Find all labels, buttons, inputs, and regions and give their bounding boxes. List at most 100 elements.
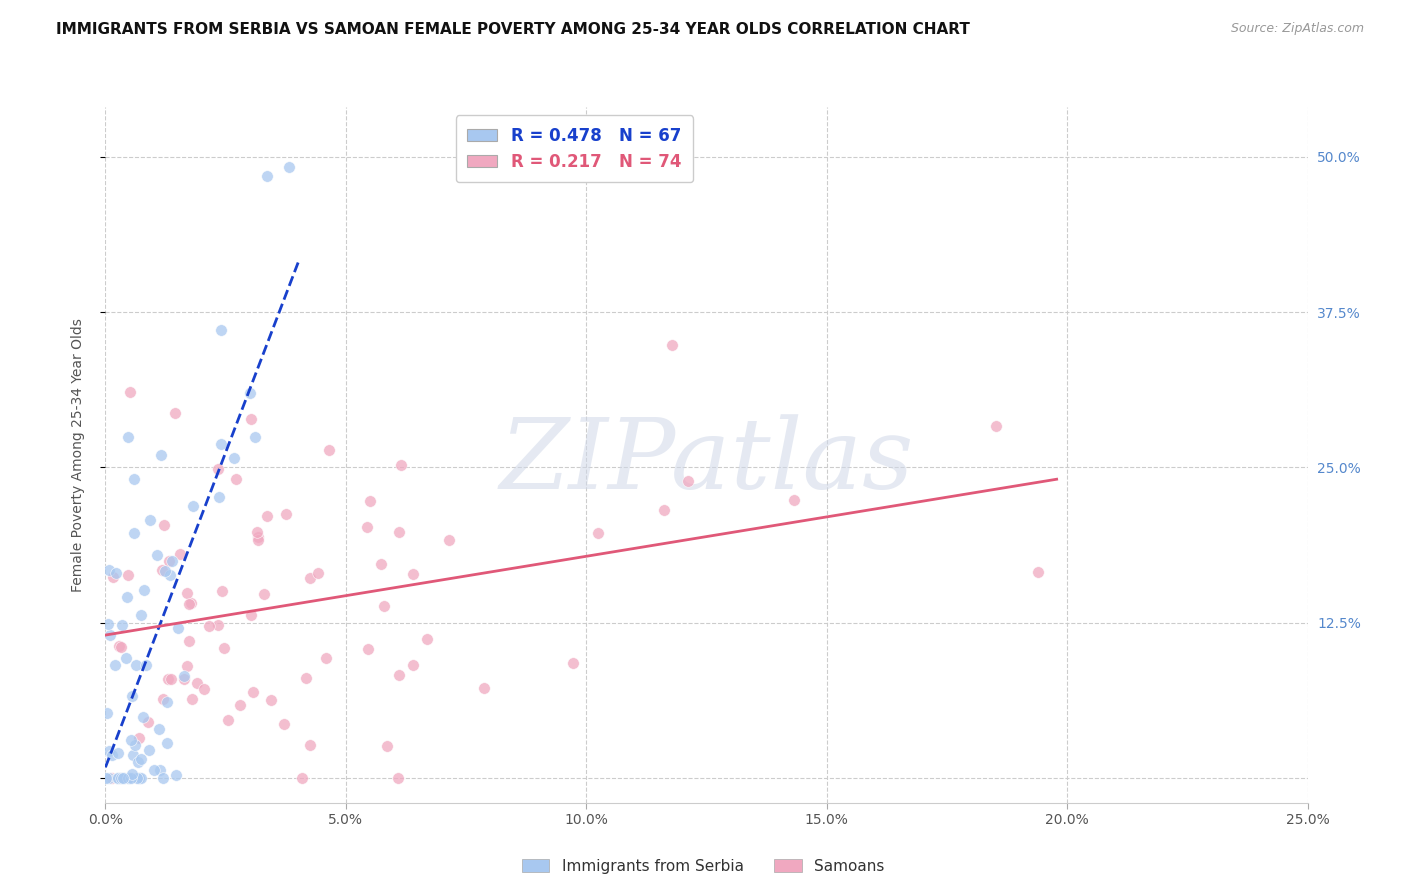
Point (112, 771, 135, 785)
Point (207, 618, 229, 632)
Point (146, 549, 169, 563)
Text: ZIPatlas: ZIPatlas (499, 414, 914, 509)
Point (124, 472, 146, 486)
Point (128, 731, 150, 746)
Point (387, 771, 409, 785)
Point (167, 621, 190, 635)
Point (98, 744, 121, 758)
Point (100, 771, 122, 785)
Point (101, 570, 124, 584)
Point (155, 695, 177, 709)
Point (299, 571, 322, 585)
Point (225, 472, 247, 486)
Point (1026, 565, 1049, 579)
Point (117, 771, 139, 785)
Point (125, 658, 148, 673)
Point (260, 693, 283, 707)
Point (105, 566, 128, 580)
Point (661, 338, 683, 352)
Point (377, 739, 399, 754)
Point (274, 508, 297, 522)
Point (122, 748, 145, 763)
Point (402, 567, 425, 582)
Point (239, 411, 262, 425)
Point (359, 494, 381, 508)
Point (117, 590, 139, 604)
Point (153, 564, 176, 578)
Point (247, 530, 270, 544)
Point (370, 557, 392, 571)
Point (402, 657, 425, 672)
Point (117, 430, 139, 444)
Point (118, 385, 141, 400)
Point (128, 771, 150, 785)
Point (388, 524, 411, 539)
Point (173, 672, 195, 686)
Point (132, 582, 155, 597)
Legend: R = 0.478   N = 67, R = 0.217   N = 74: R = 0.478 N = 67, R = 0.217 N = 74 (456, 115, 693, 182)
Point (437, 533, 460, 547)
Point (121, 767, 143, 781)
Point (176, 658, 198, 673)
Point (198, 619, 221, 633)
Point (247, 533, 270, 548)
Point (209, 437, 232, 451)
Legend: Immigrants from Serbia, Samoans: Immigrants from Serbia, Samoans (516, 853, 890, 880)
Point (224, 450, 246, 465)
Point (356, 519, 378, 533)
Point (135, 658, 157, 673)
Point (239, 607, 262, 622)
Point (291, 771, 314, 785)
Point (120, 733, 142, 747)
Point (150, 563, 173, 577)
Point (212, 641, 235, 656)
Point (209, 323, 232, 337)
Point (474, 681, 496, 695)
Point (984, 419, 1007, 434)
Point (142, 764, 165, 778)
Point (157, 554, 180, 568)
Point (357, 641, 380, 656)
Point (107, 639, 129, 653)
Point (160, 672, 183, 686)
Point (97, 616, 120, 631)
Point (165, 768, 187, 782)
Point (121, 690, 143, 704)
Point (152, 691, 174, 706)
Point (294, 672, 316, 686)
Point (207, 462, 229, 476)
Point (105, 771, 128, 785)
Point (152, 518, 174, 533)
Point (652, 503, 675, 517)
Point (298, 739, 321, 753)
Point (193, 681, 215, 696)
Point (110, 640, 132, 654)
Point (678, 474, 700, 488)
Point (115, 651, 138, 665)
Point (159, 567, 181, 582)
Point (107, 771, 129, 785)
Point (111, 617, 134, 632)
Point (120, 771, 142, 785)
Point (107, 746, 129, 760)
Point (561, 657, 583, 671)
Point (98, 628, 121, 642)
Point (157, 672, 180, 686)
Point (228, 698, 250, 712)
Point (124, 525, 146, 540)
Point (586, 525, 609, 540)
Point (180, 596, 202, 610)
Point (138, 513, 160, 527)
Point (152, 771, 174, 785)
Point (217, 713, 239, 727)
Point (253, 587, 276, 601)
Point (177, 597, 200, 611)
Point (149, 448, 172, 462)
Point (315, 651, 337, 665)
Point (246, 524, 269, 539)
Point (124, 738, 146, 752)
Point (136, 715, 159, 730)
Point (256, 509, 278, 524)
Point (148, 722, 170, 736)
Point (138, 743, 160, 757)
